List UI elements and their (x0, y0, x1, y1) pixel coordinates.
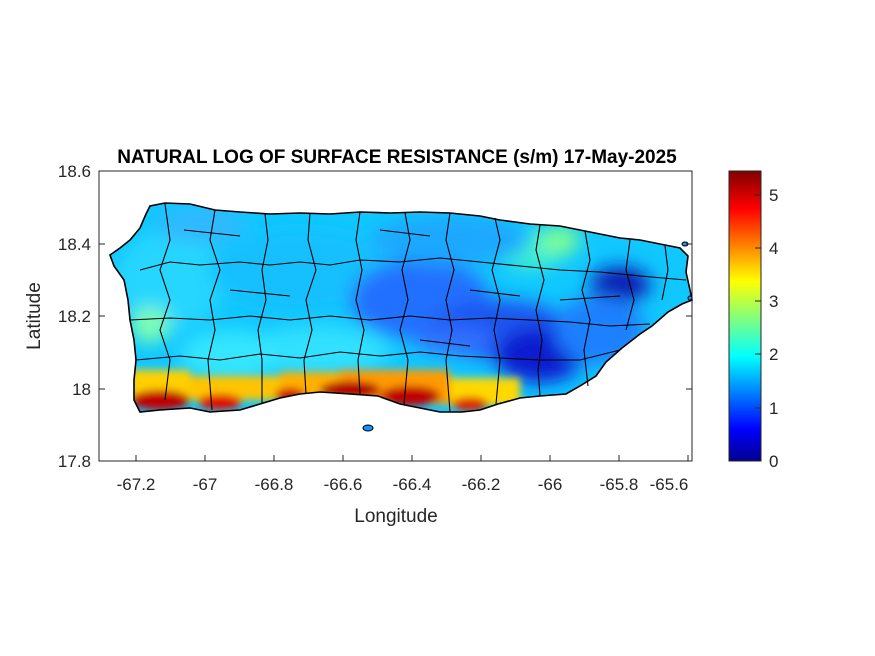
colorbar-tick-label: 0 (769, 452, 778, 471)
x-axis-label: Longitude (354, 506, 437, 527)
y-axis (99, 170, 692, 462)
colorbar-tick-label: 1 (769, 399, 778, 418)
colorbar-tick-label: 4 (769, 239, 778, 258)
y-axis-label: Latitude (24, 282, 45, 350)
x-tick-label: -65.8 (600, 475, 639, 494)
y-tick-label: 18.6 (58, 162, 91, 181)
y-tick-label: 18 (72, 380, 91, 399)
x-tick-label: -66 (538, 475, 563, 494)
colorbar-ticks (755, 194, 761, 462)
x-tick-label: -66.8 (255, 475, 294, 494)
municipality-boundaries (129, 203, 687, 413)
map-title: NATURAL LOG OF SURFACE RESISTANCE (s/m) … (117, 147, 677, 168)
y-tick-label: 18.2 (58, 307, 91, 326)
y-tick-label: 18.4 (58, 235, 91, 254)
colorbar-tick-label: 5 (769, 186, 778, 205)
offshore-islets (362, 241, 693, 432)
x-tick-label: -67.2 (117, 475, 156, 494)
colorbar-tick-label: 3 (769, 292, 778, 311)
colorbar (728, 170, 762, 462)
x-tick-label: -65.6 (650, 475, 689, 494)
x-tick-label: -66.4 (393, 475, 432, 494)
x-tick-label: -67 (193, 475, 218, 494)
x-tick-label: -66.6 (324, 475, 363, 494)
y-tick-label: 17.8 (58, 452, 91, 471)
x-tick-label: -66.2 (462, 475, 501, 494)
coastline (109, 202, 693, 413)
colorbar-tick-label: 2 (769, 345, 778, 364)
x-axis (135, 455, 689, 461)
